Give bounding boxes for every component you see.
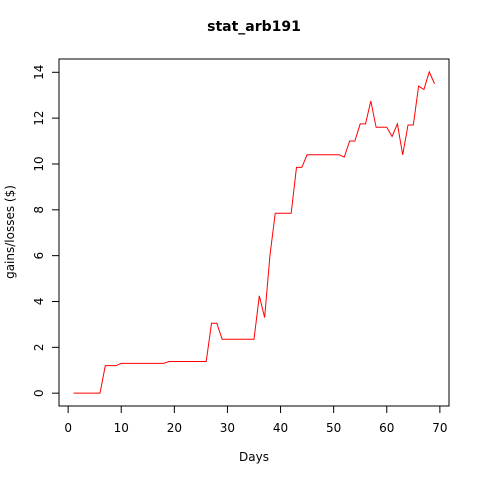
x-tick-label: 50 [326,421,341,435]
plot-box [58,58,450,407]
y-tick-label: 6 [32,252,46,260]
chart-title: stat_arb191 [207,19,301,35]
y-tick-label: 4 [32,298,46,306]
y-axis-label: gains/losses ($) [3,185,17,279]
x-tick-label: 10 [114,421,129,435]
y-tick-label: 14 [32,65,46,80]
x-tick-label: 60 [379,421,394,435]
y-tick-label: 12 [32,110,46,125]
data-line [73,70,436,394]
x-tick-label: 0 [64,421,72,435]
x-tick-label: 40 [273,421,288,435]
x-tick-label: 30 [220,421,235,435]
y-tick-label: 8 [32,206,46,214]
x-tick-label: 20 [167,421,182,435]
x-axis-label: Days [239,450,269,464]
y-tick-label: 10 [32,156,46,171]
x-tick-label: 70 [432,421,447,435]
y-tick-label: 0 [32,389,46,397]
y-tick-label: 2 [32,344,46,352]
